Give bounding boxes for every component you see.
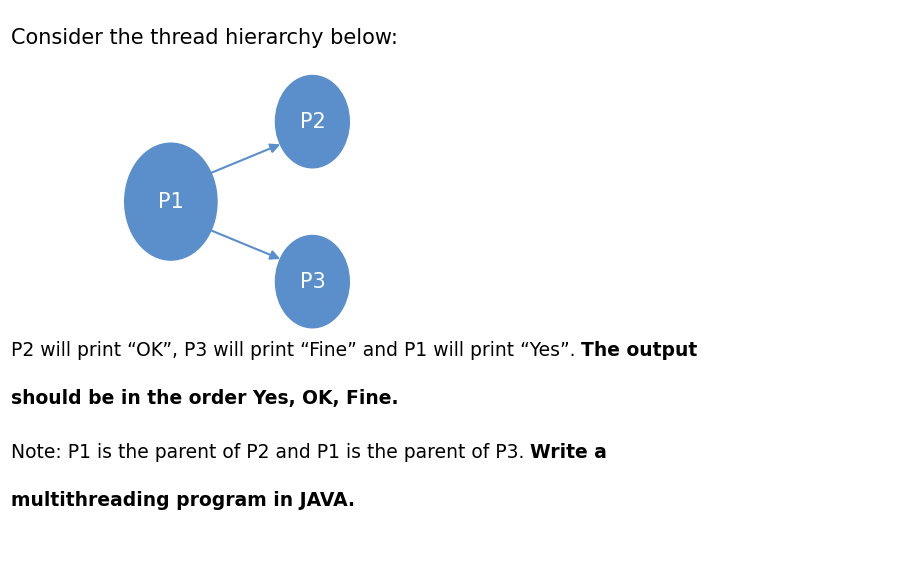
Text: should be in the order Yes, OK, Fine.: should be in the order Yes, OK, Fine. (11, 389, 398, 408)
Text: P3: P3 (299, 272, 325, 291)
Text: P2 will print “OK”, P3 will print “Fine” and P1 will print “Yes”.: P2 will print “OK”, P3 will print “Fine”… (11, 341, 581, 360)
Text: The output: The output (581, 341, 697, 360)
Text: Consider the thread hierarchy below:: Consider the thread hierarchy below: (11, 28, 397, 48)
Text: Write a: Write a (530, 443, 607, 462)
Ellipse shape (276, 236, 350, 328)
Text: P2: P2 (299, 112, 325, 132)
Ellipse shape (276, 76, 350, 168)
Text: multithreading program in JAVA.: multithreading program in JAVA. (11, 491, 355, 510)
Text: Note: P1 is the parent of P2 and P1 is the parent of P3.: Note: P1 is the parent of P2 and P1 is t… (11, 443, 530, 462)
Ellipse shape (124, 143, 217, 260)
Text: P1: P1 (158, 191, 184, 212)
